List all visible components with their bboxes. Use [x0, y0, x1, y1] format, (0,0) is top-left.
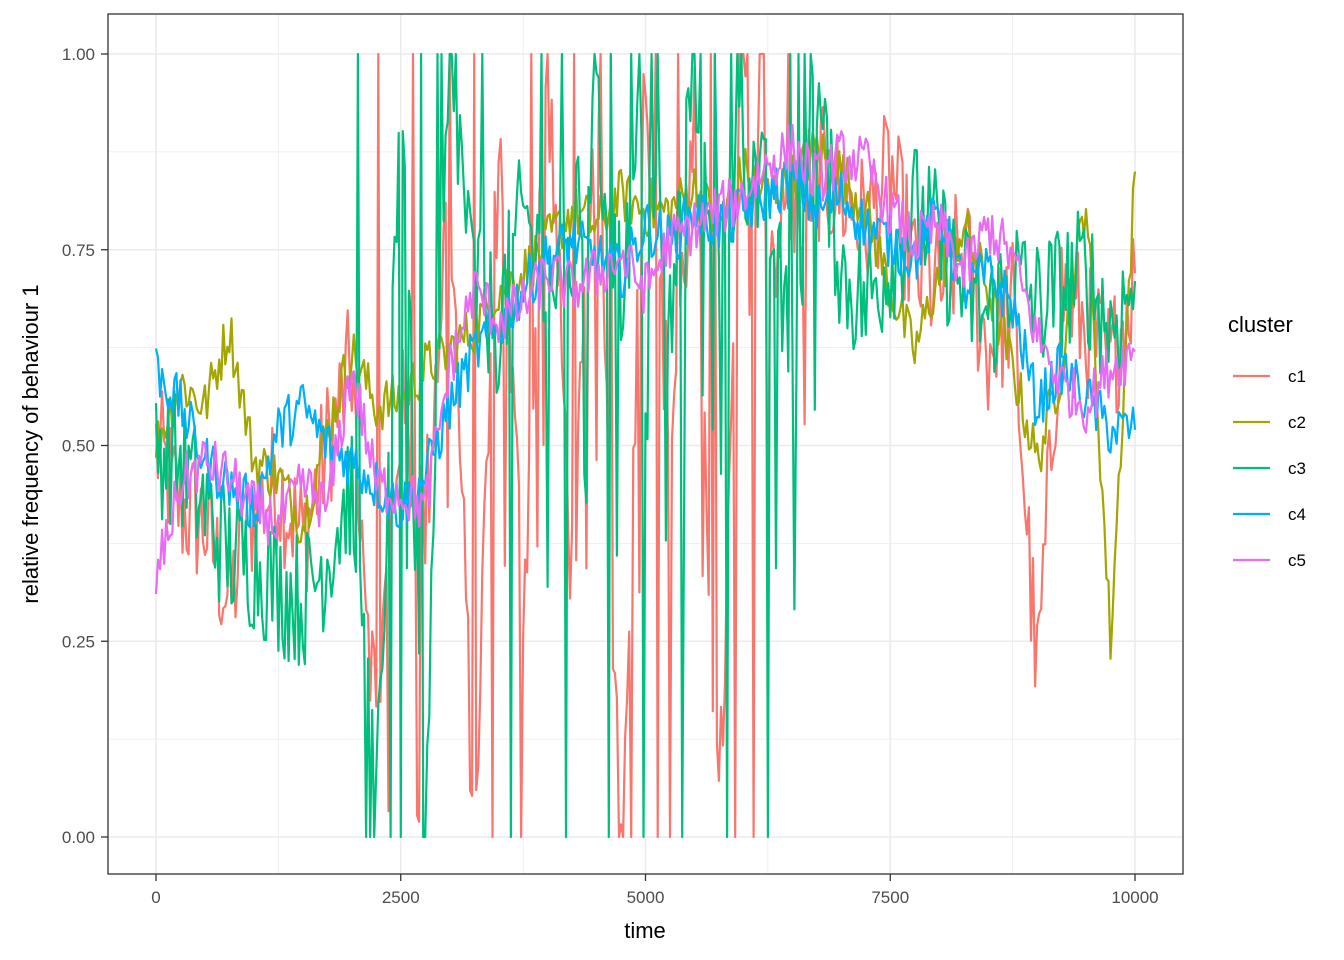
x-axis-title: time: [624, 918, 666, 943]
legend: cluster c1 c2 c3 c4 c5: [1228, 312, 1306, 570]
series-line-c5: [154, 123, 1136, 594]
data-series: [154, 52, 1137, 839]
y-tick-label: 0.00: [62, 828, 95, 847]
legend-label: c3: [1288, 459, 1306, 478]
legend-title: cluster: [1228, 312, 1293, 337]
x-axis: 0 2500 5000 7500 10000: [151, 874, 1159, 907]
legend-label: c1: [1288, 367, 1306, 386]
legend-item-c4: c4: [1233, 505, 1306, 524]
legend-label: c4: [1288, 505, 1306, 524]
y-axis: 0.00 0.25 0.50 0.75 1.00: [62, 45, 108, 847]
y-axis-title: relative frequency of behaviour 1: [18, 284, 43, 603]
y-tick-label: 0.75: [62, 241, 95, 260]
legend-item-c1: c1: [1233, 367, 1306, 386]
y-tick-label: 1.00: [62, 45, 95, 64]
series-line-c3: [154, 52, 1137, 839]
plot-panel: [107, 13, 1184, 875]
legend-item-c5: c5: [1233, 551, 1306, 570]
x-tick-label: 0: [151, 888, 160, 907]
y-tick-label: 0.25: [62, 632, 95, 651]
series-line-c4: [154, 158, 1137, 529]
legend-label: c5: [1288, 551, 1306, 570]
x-tick-label: 2500: [382, 888, 420, 907]
legend-label: c2: [1288, 413, 1306, 432]
x-tick-label: 7500: [871, 888, 909, 907]
x-tick-label: 5000: [627, 888, 665, 907]
x-tick-label: 10000: [1111, 888, 1158, 907]
y-tick-label: 0.50: [62, 437, 95, 456]
legend-item-c3: c3: [1233, 459, 1306, 478]
legend-item-c2: c2: [1233, 413, 1306, 432]
